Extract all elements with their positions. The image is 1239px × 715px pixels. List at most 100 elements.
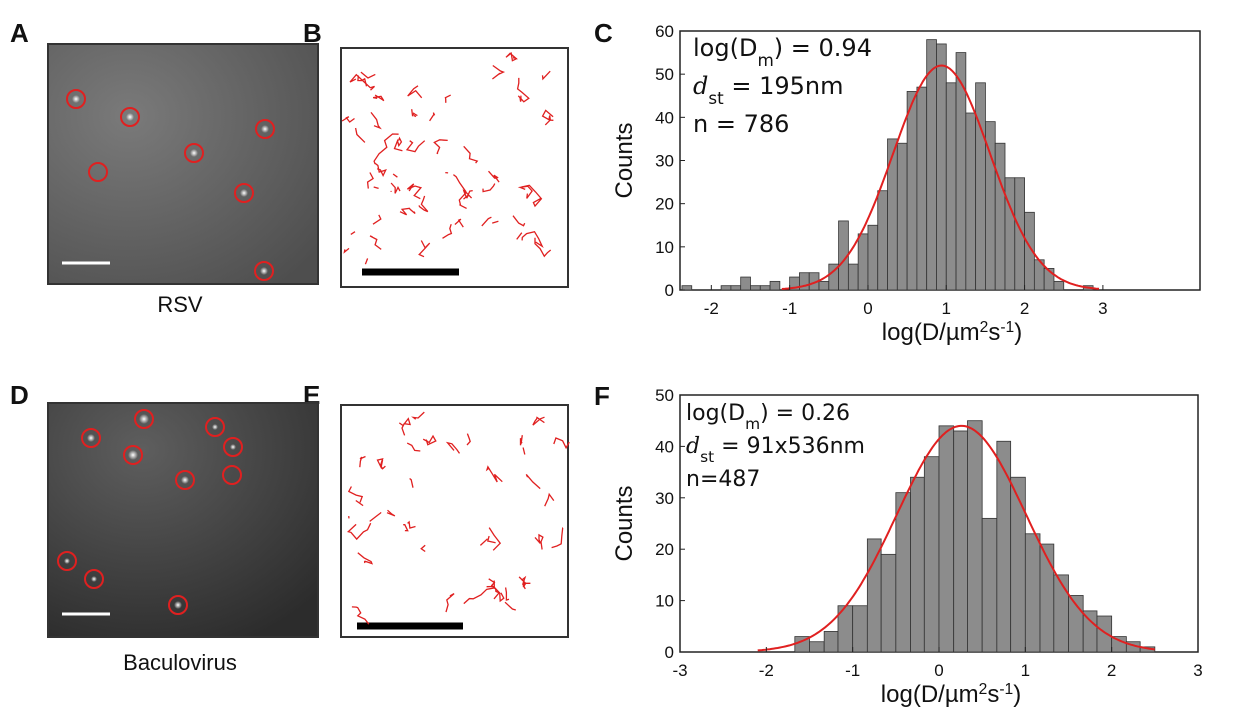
histogram-bar xyxy=(1040,544,1054,652)
y-axis-label: Counts xyxy=(611,485,638,561)
histogram-bar xyxy=(1011,477,1026,652)
histogram-bar xyxy=(911,477,925,652)
histogram-bar xyxy=(682,286,692,290)
text-part: n = 786 xyxy=(693,110,789,138)
histogram-bar xyxy=(982,518,997,652)
text-part: ) = 0.26 xyxy=(760,401,850,426)
x-tick-label: -1 xyxy=(845,661,860,680)
histogram-bar xyxy=(750,286,760,290)
x-tick-label: -1 xyxy=(782,299,797,318)
histogram-bar xyxy=(967,421,982,652)
histogram-bar xyxy=(853,606,868,652)
x-tick-label: 0 xyxy=(863,299,872,318)
histogram-bar xyxy=(741,277,751,290)
y-tick-label: 20 xyxy=(655,195,674,214)
histogram-bar xyxy=(858,234,868,290)
x-tick-label: 2 xyxy=(1020,299,1029,318)
histogram-bar xyxy=(995,143,1005,290)
micrograph-a xyxy=(48,44,318,284)
text-part: 2 xyxy=(979,681,988,698)
y-tick-label: 20 xyxy=(655,540,674,559)
text-part: st xyxy=(708,88,724,108)
histogram-bar xyxy=(881,554,896,652)
text-part: m xyxy=(745,415,760,433)
y-tick-label: 0 xyxy=(665,281,674,300)
text-part: = 195nm xyxy=(724,72,844,100)
panel-label: F xyxy=(594,381,610,411)
x-tick-label: 1 xyxy=(1021,661,1030,680)
histogram-bar xyxy=(731,286,741,290)
text-part: -1 xyxy=(999,681,1013,698)
panel-label: A xyxy=(10,18,29,48)
y-tick-label: 30 xyxy=(655,152,674,171)
x-tick-label: 3 xyxy=(1098,299,1107,318)
caption: Baculovirus xyxy=(123,650,237,675)
histogram-bar xyxy=(924,457,939,652)
y-axis-label: Counts xyxy=(611,122,638,198)
histogram-bar xyxy=(1054,575,1069,652)
histogram-bar xyxy=(936,44,946,290)
x-tick-label: -2 xyxy=(759,661,774,680)
x-axis-label: log(D/µm2s-1) xyxy=(881,681,1021,709)
x-tick-label: 2 xyxy=(1107,661,1116,680)
text-part: s xyxy=(988,319,1000,346)
text-part: log(D xyxy=(693,34,757,62)
histogram-bar xyxy=(888,139,898,290)
histogram-bar xyxy=(819,281,829,290)
y-tick-label: 30 xyxy=(655,489,674,508)
micrograph-d xyxy=(48,403,318,637)
histogram-bar xyxy=(848,264,858,290)
y-tick-label: 50 xyxy=(655,386,674,405)
text-part: log(D xyxy=(686,401,745,426)
text-part: m xyxy=(757,50,773,70)
x-tick-label: -2 xyxy=(704,299,719,318)
histogram-bar xyxy=(867,539,881,652)
histogram-bar xyxy=(917,87,927,290)
track-panel-b xyxy=(341,48,568,287)
histogram-bar xyxy=(770,281,780,290)
histogram-bar xyxy=(966,113,976,290)
x-tick-label: -3 xyxy=(672,661,687,680)
y-tick-label: 40 xyxy=(655,437,674,456)
x-tick-label: 1 xyxy=(942,299,951,318)
x-tick-label: 3 xyxy=(1193,661,1202,680)
y-tick-label: 10 xyxy=(655,238,674,257)
annotation: n=487 xyxy=(686,467,760,492)
histogram-bar xyxy=(868,225,878,290)
text-part: n=487 xyxy=(686,467,760,492)
histogram-bar xyxy=(824,631,838,652)
histogram-bar xyxy=(896,493,911,652)
text-part: s xyxy=(987,681,999,708)
histogram-bar xyxy=(897,143,907,290)
x-tick-label: 0 xyxy=(934,661,943,680)
histogram-bar xyxy=(927,40,937,290)
histogram-bar xyxy=(1005,178,1015,290)
histogram-bar xyxy=(907,91,917,290)
caption: RSV xyxy=(157,292,203,317)
histogram-bar xyxy=(810,642,825,652)
text-part: 2 xyxy=(980,319,989,336)
text-part: d xyxy=(693,72,708,100)
text-part: ) xyxy=(1013,681,1021,708)
y-tick-label: 40 xyxy=(655,108,674,127)
annotation: n = 786 xyxy=(693,110,789,138)
text-part: ) xyxy=(1014,319,1022,346)
text-part: log(D/µm xyxy=(882,319,980,346)
x-axis-label: log(D/µm2s-1) xyxy=(882,319,1022,347)
text-part: log(D/µm xyxy=(881,681,979,708)
text-part: ) = 0.94 xyxy=(774,34,872,62)
histogram-bar xyxy=(760,286,770,290)
histogram-bar xyxy=(946,83,956,290)
y-tick-label: 60 xyxy=(655,22,674,41)
histogram-bar xyxy=(878,191,888,290)
track-panel-e xyxy=(341,405,569,637)
y-tick-label: 0 xyxy=(665,643,674,662)
text-part: = 91x536nm xyxy=(714,434,865,459)
histogram-bar xyxy=(939,426,954,652)
histogram-bar xyxy=(997,441,1011,652)
text-part: -1 xyxy=(1000,319,1014,336)
histogram-bar xyxy=(1054,281,1064,290)
histogram-bar xyxy=(1097,616,1112,652)
text-part: d xyxy=(686,434,700,459)
